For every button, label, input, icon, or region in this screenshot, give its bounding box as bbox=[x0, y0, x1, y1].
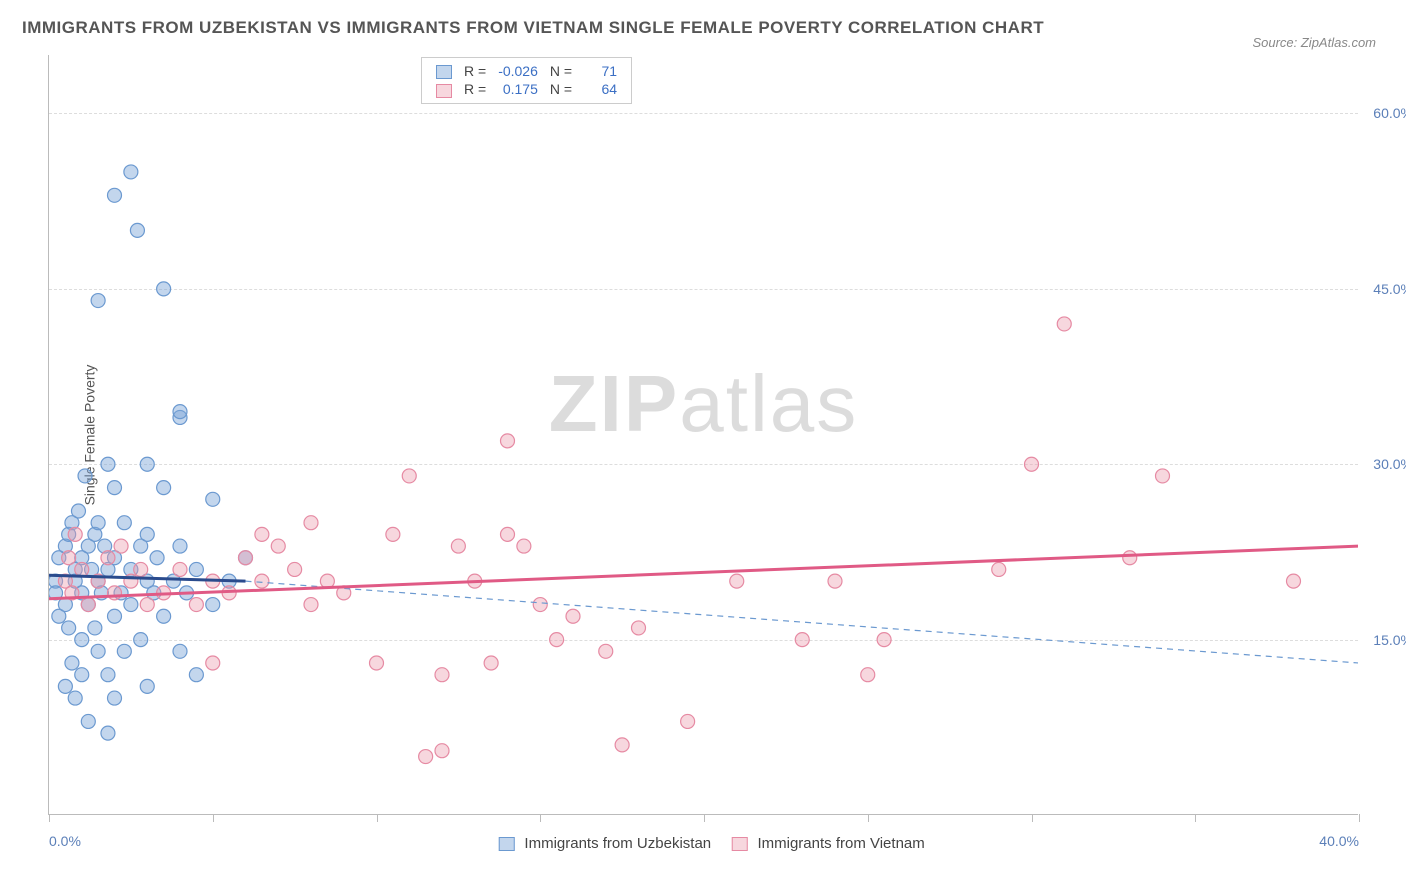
legend-series: Immigrants from Uzbekistan Immigrants fr… bbox=[482, 835, 925, 852]
swatch-uzbekistan bbox=[436, 65, 452, 79]
y-tick-label: 45.0% bbox=[1373, 281, 1406, 297]
legend-row-1: R = -0.026 N = 71 bbox=[430, 62, 623, 80]
swatch-vietnam bbox=[731, 837, 747, 851]
n-value-2: 64 bbox=[578, 80, 623, 98]
r-value-1: -0.026 bbox=[492, 62, 544, 80]
legend-correlation: R = -0.026 N = 71 R = 0.175 N = 64 bbox=[421, 57, 632, 104]
n-value-1: 71 bbox=[578, 62, 623, 80]
scatter-layer bbox=[49, 55, 1358, 814]
legend-label-2: Immigrants from Vietnam bbox=[757, 835, 924, 852]
swatch-uzbekistan bbox=[498, 837, 514, 851]
r-label: R = bbox=[458, 62, 492, 80]
legend-label-1: Immigrants from Uzbekistan bbox=[524, 835, 711, 852]
n-label: N = bbox=[544, 80, 578, 98]
y-tick-label: 30.0% bbox=[1373, 456, 1406, 472]
plot-area: Single Female Poverty ZIPatlas 15.0%30.0… bbox=[48, 55, 1358, 815]
x-tick-label: 40.0% bbox=[1319, 833, 1359, 849]
x-tick-label: 0.0% bbox=[49, 833, 81, 849]
y-tick-label: 15.0% bbox=[1373, 632, 1406, 648]
n-label: N = bbox=[544, 62, 578, 80]
swatch-vietnam bbox=[436, 84, 452, 98]
legend-row-2: R = 0.175 N = 64 bbox=[430, 80, 623, 98]
chart-title: IMMIGRANTS FROM UZBEKISTAN VS IMMIGRANTS… bbox=[22, 18, 1044, 38]
r-label: R = bbox=[458, 80, 492, 98]
y-tick-label: 60.0% bbox=[1373, 105, 1406, 121]
scatter-points bbox=[49, 165, 1300, 764]
r-value-2: 0.175 bbox=[492, 80, 544, 98]
source-label: Source: ZipAtlas.com bbox=[1252, 35, 1376, 50]
